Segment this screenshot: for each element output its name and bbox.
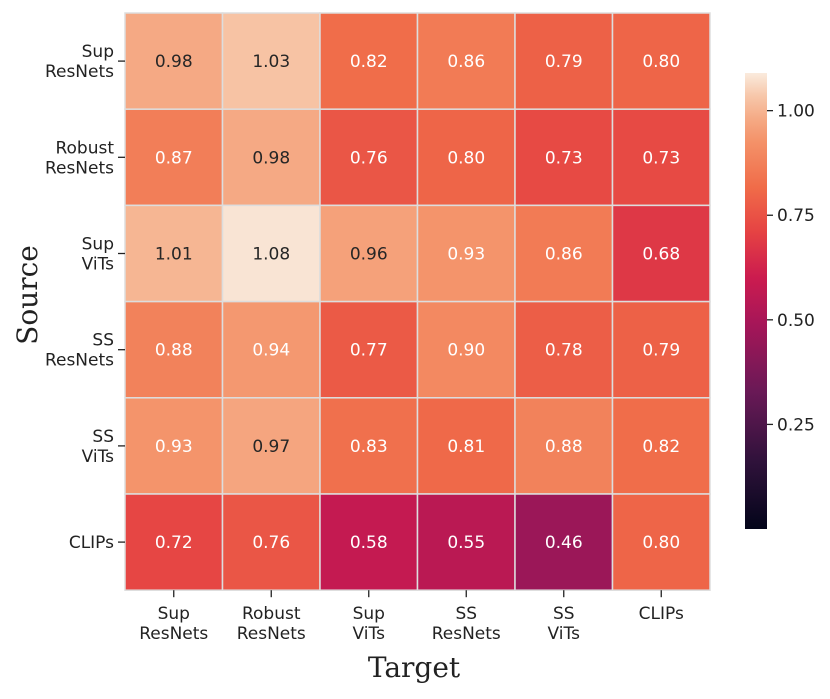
heatmap-cell-label: 1.01	[155, 245, 193, 265]
heatmap-cell	[416, 300, 516, 399]
heatmap-cell	[124, 300, 224, 399]
y-tick-label: SS ViTs	[82, 427, 115, 467]
colorbar-tick-label: 0.75	[777, 206, 815, 226]
y-tick-label: Sup ViTs	[82, 235, 115, 275]
heatmap-cell	[124, 493, 224, 591]
heatmap-cell	[611, 204, 711, 303]
y-axis-title: Source	[11, 245, 44, 345]
heatmap-cell	[416, 12, 516, 110]
heatmap-cell	[221, 12, 321, 110]
heatmap-cell-label: 0.98	[252, 148, 290, 168]
y-axis-ticks: Sup ResNets Robust ResNets Sup ViTs SS ResNets S…	[45, 42, 125, 553]
heatmap-cell-label: 0.77	[350, 341, 388, 361]
heatmap-cell	[221, 204, 321, 303]
colorbar: 0.25 0.50 0.75 1.00	[745, 73, 815, 529]
colorbar-ticks: 0.25 0.50 0.75 1.00	[767, 102, 815, 435]
colorbar-gradient	[745, 73, 767, 529]
heatmap-cell-label: 0.72	[155, 533, 193, 553]
heatmap-cell	[611, 397, 711, 495]
heatmap-cell	[611, 108, 711, 207]
x-tick-label: Sup ViTs	[353, 604, 386, 644]
heatmap-cell	[221, 108, 321, 207]
heatmap-cell-label: 0.88	[155, 341, 193, 361]
heatmap-cell-label: 0.78	[545, 341, 583, 361]
heatmap-cell-label: 0.81	[447, 437, 485, 457]
x-axis-ticks: Sup ResNets Robust ResNets Sup ViTs SS ResNets S…	[139, 590, 684, 644]
y-tick-label: Robust ResNets	[45, 138, 114, 178]
heatmap-cell	[124, 12, 224, 110]
heatmap-cell	[416, 204, 516, 303]
y-tick-label: CLIPs	[69, 533, 114, 553]
heatmap-cell-label: 0.80	[642, 533, 680, 553]
x-tick-label: Sup ResNets	[139, 604, 208, 644]
heatmap-cell-label: 0.98	[155, 52, 193, 72]
heatmap-cell-label: 0.79	[642, 341, 680, 361]
heatmap-cell-label: 1.08	[252, 245, 290, 265]
heatmap-cell	[611, 493, 711, 591]
x-tick-label: SS ResNets	[432, 604, 501, 644]
heatmap-cell-label: 0.94	[252, 341, 290, 361]
heatmap-cell-labels: 0.98 1.03 0.82 0.86 0.79 0.80 0.87 0.98 0.76 0.80…	[155, 52, 680, 553]
colorbar-tick-label: 0.50	[777, 311, 815, 331]
heatmap-cell-label: 1.03	[252, 52, 290, 72]
heatmap-cell-label: 0.96	[350, 245, 388, 265]
heatmap-cell-label: 0.93	[155, 437, 193, 457]
heatmap-cell	[514, 204, 614, 303]
heatmap-cell-label: 0.93	[447, 245, 485, 265]
heatmap-cell	[319, 300, 419, 399]
heatmap-cell-label: 0.76	[350, 148, 388, 168]
heatmap-cell-label: 0.73	[642, 148, 680, 168]
heatmap-cell	[514, 397, 614, 495]
heatmap-cell-label: 0.86	[447, 52, 485, 72]
heatmap-cell-label: 0.87	[155, 148, 193, 168]
heatmap-cell-label: 0.86	[545, 245, 583, 265]
heatmap-cell-label: 0.58	[350, 533, 388, 553]
heatmap-cell	[319, 12, 419, 110]
heatmap-cell	[416, 108, 516, 207]
heatmap-cell	[416, 397, 516, 495]
x-axis-title: Target	[368, 651, 461, 684]
y-tick-label: SS ResNets	[45, 331, 114, 371]
heatmap-cell-label: 0.82	[642, 437, 680, 457]
x-tick-label: CLIPs	[639, 604, 684, 624]
heatmap-cell-label: 0.88	[545, 437, 583, 457]
y-tick-label: Sup ResNets	[45, 42, 114, 82]
heatmap-cell-label: 0.73	[545, 148, 583, 168]
heatmap-cell	[611, 300, 711, 399]
heatmap-cell-label: 0.80	[447, 148, 485, 168]
heatmap-cell-label: 0.79	[545, 52, 583, 72]
heatmap-cell-label: 0.68	[642, 245, 680, 265]
heatmap-cell	[611, 12, 711, 110]
heatmap-cell	[514, 300, 614, 399]
heatmap-cell	[221, 300, 321, 399]
heatmap-cell-label: 0.90	[447, 341, 485, 361]
colorbar-tick-label: 1.00	[777, 102, 815, 122]
heatmap-cell-label: 0.82	[350, 52, 388, 72]
heatmap-cell	[124, 397, 224, 495]
heatmap-cell-label: 0.80	[642, 52, 680, 72]
heatmap-cell-label: 0.97	[252, 437, 290, 457]
heatmap-cell	[319, 397, 419, 495]
heatmap-cell-label: 0.76	[252, 533, 290, 553]
heatmap-cells	[124, 12, 711, 591]
heatmap-cell-label: 0.46	[545, 533, 583, 553]
colorbar-tick-label: 0.25	[777, 415, 815, 435]
x-tick-label: Robust ResNets	[237, 604, 306, 644]
x-tick-label: SS ViTs	[548, 604, 581, 644]
heatmap-cell-label: 0.83	[350, 437, 388, 457]
heatmap-cell-label: 0.55	[447, 533, 485, 553]
